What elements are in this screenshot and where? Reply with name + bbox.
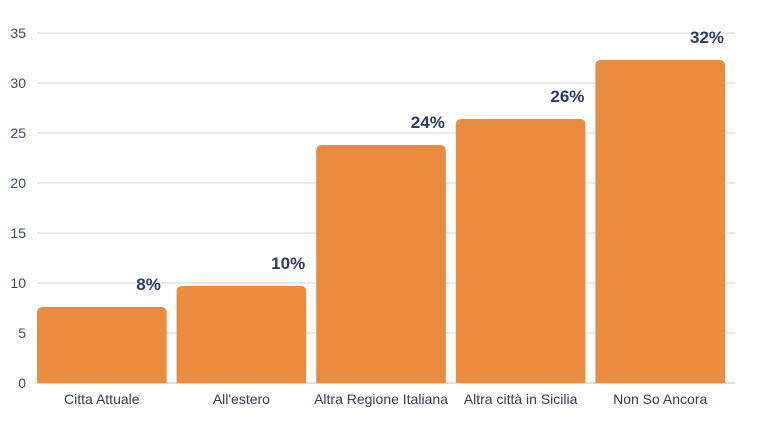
- y-tick-label: 15: [10, 225, 26, 241]
- bar: [176, 286, 307, 383]
- category-label: Citta Attuale: [64, 391, 140, 407]
- bar: [455, 119, 586, 383]
- data-label: 10%: [271, 254, 305, 273]
- y-tick-label: 30: [10, 75, 26, 91]
- bar: [316, 145, 446, 383]
- y-tick-label: 25: [10, 125, 26, 141]
- x-axis-category-labels: Citta Attuale All'estero Altra Regione Ita…: [64, 391, 707, 407]
- y-axis-tick-labels: 0 5 10 15 20 25 30 35: [10, 25, 26, 391]
- y-tick-label: 20: [10, 175, 26, 191]
- y-tick-label: 0: [18, 375, 26, 391]
- data-label: 8%: [136, 275, 161, 294]
- category-label: Altra Regione Italiana: [314, 391, 448, 407]
- bar: [37, 307, 167, 383]
- category-label: Non So Ancora: [613, 391, 707, 407]
- y-tick-label: 5: [18, 325, 26, 341]
- data-label: 24%: [411, 113, 445, 132]
- data-label: 32%: [690, 28, 724, 47]
- y-tick-label: 35: [10, 25, 26, 41]
- bars: [37, 60, 725, 383]
- data-labels: 8% 10% 24% 26% 32%: [136, 28, 724, 294]
- data-label: 26%: [550, 87, 584, 106]
- bar: [595, 60, 725, 383]
- y-tick-label: 10: [10, 275, 26, 291]
- category-label: All'estero: [213, 391, 270, 407]
- category-label: Altra città in Sicilia: [464, 391, 578, 407]
